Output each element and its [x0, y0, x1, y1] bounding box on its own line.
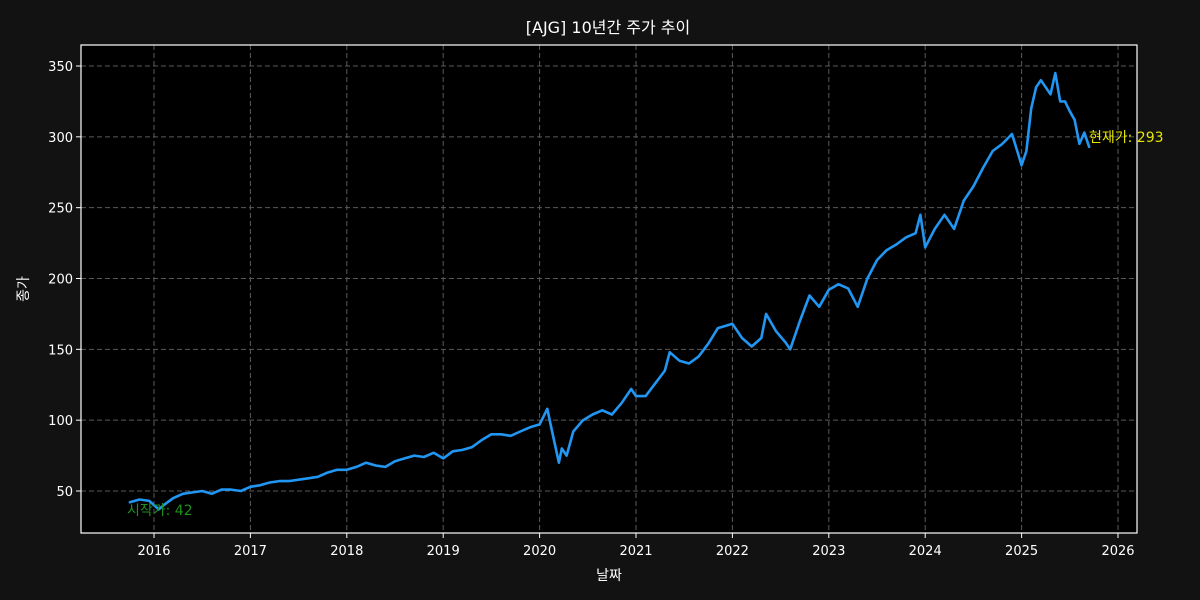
x-tick-label: 2016 [137, 544, 170, 559]
y-axis-ticks: 50 100 150 200 250 300 350 [48, 60, 81, 500]
current-price-annotation: 현재가: 293 [1089, 130, 1164, 146]
x-tick-label: 2023 [812, 544, 845, 559]
y-axis-label: 종가 [16, 276, 32, 302]
x-tick-label: 2017 [234, 544, 267, 559]
start-price-annotation: 시작가: 42 [127, 503, 193, 519]
y-tick-label: 200 [48, 273, 73, 288]
y-tick-label: 100 [48, 414, 73, 429]
chart-title: [AJG] 10년간 주가 추이 [526, 18, 690, 37]
x-tick-label: 2020 [523, 544, 556, 559]
y-tick-label: 300 [48, 131, 73, 146]
x-tick-label: 2025 [1005, 544, 1038, 559]
x-tick-label: 2026 [1101, 544, 1134, 559]
x-axis-ticks: 2016 2017 2018 2019 2020 2021 2022 2023 2024 2025… [137, 533, 1135, 559]
x-axis-label: 날짜 [596, 568, 622, 584]
y-tick-label: 250 [48, 202, 73, 217]
y-gridlines [81, 65, 1137, 492]
price-line [128, 71, 1091, 511]
x-tick-label: 2021 [619, 544, 652, 559]
x-tick-label: 2019 [427, 544, 460, 559]
x-tick-label: 2024 [909, 544, 942, 559]
y-tick-label: 50 [56, 485, 73, 500]
plot-frame [80, 44, 1138, 534]
y-tick-label: 150 [48, 343, 73, 358]
plot-area [81, 45, 1137, 533]
x-tick-label: 2018 [330, 544, 363, 559]
x-tick-label: 2022 [716, 544, 749, 559]
y-tick-label: 350 [48, 60, 73, 75]
